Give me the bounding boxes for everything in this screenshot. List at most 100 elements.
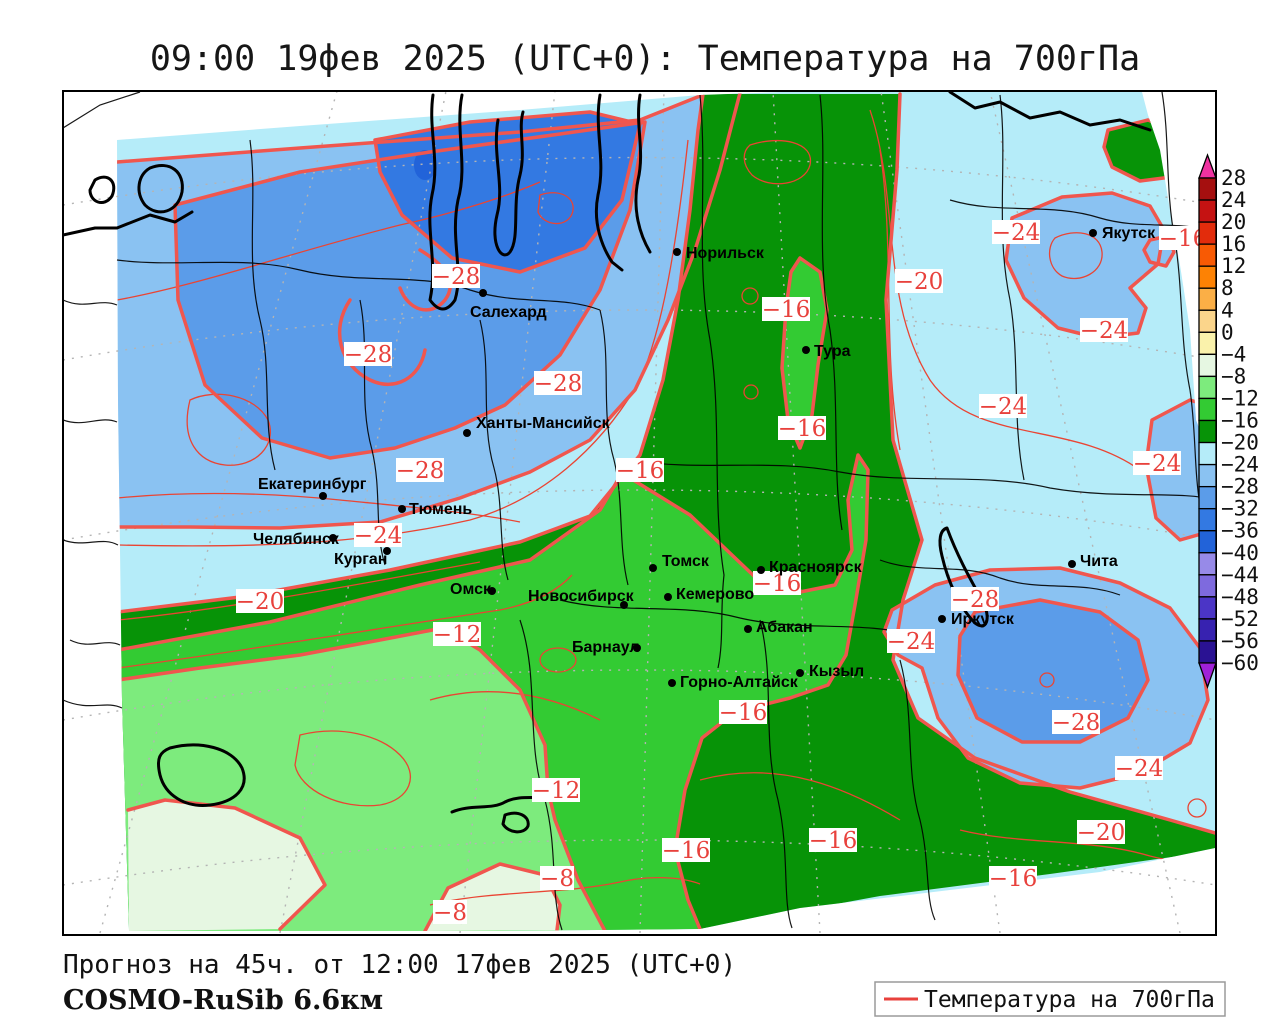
colorbar-tick-label: −20 bbox=[1221, 431, 1259, 455]
city-label: Абакан bbox=[756, 619, 813, 636]
contour-label-value: −24 bbox=[979, 394, 1028, 420]
contour-label-value: −24 bbox=[1115, 756, 1164, 782]
city-marker bbox=[1089, 229, 1097, 237]
colorbar-band bbox=[1198, 331, 1217, 356]
colorbar-tick-label: 12 bbox=[1221, 254, 1246, 278]
colorbar-tick-label: 20 bbox=[1221, 210, 1246, 234]
contour-label-value: −28 bbox=[344, 342, 393, 368]
contour-label-box bbox=[1115, 756, 1163, 780]
city-label: Тура bbox=[814, 343, 851, 360]
ob-estuary bbox=[428, 93, 464, 311]
colorbar-tick-label: 28 bbox=[1221, 166, 1246, 190]
contour-label-box bbox=[236, 589, 284, 613]
lake-zaysan bbox=[501, 811, 530, 834]
contour-label-box bbox=[344, 342, 392, 366]
colorbar-tick-label: −16 bbox=[1221, 409, 1259, 433]
island-1 bbox=[137, 164, 184, 214]
city-label: Кемерово bbox=[676, 586, 754, 603]
contour-label-value: −28 bbox=[951, 587, 1000, 613]
city-marker bbox=[757, 566, 765, 574]
contour-label-box bbox=[1077, 820, 1125, 844]
contour-label-value: −24 bbox=[1080, 318, 1129, 344]
city-marker bbox=[398, 505, 406, 513]
yenisei-gulf-west bbox=[594, 93, 624, 272]
colorbar-tick-label: −44 bbox=[1221, 563, 1259, 587]
colorbar-band bbox=[1198, 441, 1217, 466]
contour-label-value: −28 bbox=[396, 458, 445, 484]
contour-label-value: −16 bbox=[809, 828, 858, 854]
contour-label-value: −16 bbox=[719, 700, 768, 726]
contour-label-box bbox=[1133, 451, 1181, 475]
colorbar-band bbox=[1198, 375, 1217, 400]
graticule bbox=[63, 91, 1216, 934]
city-label: Томск bbox=[662, 553, 710, 570]
contour-label-box bbox=[809, 828, 857, 852]
colorbar-band bbox=[1198, 419, 1217, 444]
colorbar-band bbox=[1198, 574, 1217, 598]
colorbar-band bbox=[1198, 463, 1217, 488]
colorbar-band bbox=[1198, 243, 1217, 267]
colorbar-band bbox=[1198, 397, 1217, 422]
colorbar-tick-label: −60 bbox=[1221, 651, 1259, 675]
contour-label-value: −16 bbox=[662, 838, 711, 864]
city-marker bbox=[673, 248, 681, 256]
city-label: Кызыл bbox=[809, 663, 864, 680]
colorbar-tick-label: −52 bbox=[1221, 607, 1259, 631]
band-yakutsk-blob bbox=[1006, 193, 1164, 338]
colorbar: 2824201612840−4−8−12−16−20−24−28−32−36−4… bbox=[1198, 153, 1259, 689]
contour-labels-layer: −28 −28 −28 −28 −24 −20 −16 −12 −16 −16 −20 −24 −24 −… bbox=[236, 220, 1207, 926]
contour-label-box bbox=[354, 523, 402, 547]
coastlines bbox=[63, 91, 1152, 834]
colorbar-band bbox=[1198, 309, 1217, 333]
contour-label-box bbox=[540, 866, 574, 890]
contour-label-box bbox=[762, 297, 810, 321]
colorbar-arrow-under bbox=[1198, 662, 1217, 689]
contour-label-value: −20 bbox=[1077, 820, 1126, 846]
city-marker bbox=[383, 547, 391, 555]
contour-label-box bbox=[1080, 318, 1128, 342]
contour-label-value: −24 bbox=[887, 629, 936, 655]
city-label: Салехард bbox=[470, 304, 547, 321]
contour-label-box bbox=[396, 458, 444, 482]
colorbar-band bbox=[1198, 596, 1217, 620]
colorbar-tick-label: −24 bbox=[1221, 453, 1259, 477]
legend-frame bbox=[874, 981, 1226, 1017]
contour-label-value: −28 bbox=[432, 264, 481, 290]
colorbar-band bbox=[1198, 353, 1217, 378]
band-pale-green-sw bbox=[128, 800, 325, 931]
forecast-info-line: Прогноз на 45ч. от 12:00 17фев 2025 (UTC… bbox=[63, 950, 736, 980]
contour-label-value: −12 bbox=[433, 622, 482, 648]
colorbar-band bbox=[1198, 530, 1217, 554]
city-marker bbox=[649, 564, 657, 572]
city-label: Омск bbox=[450, 581, 492, 598]
island-2 bbox=[88, 175, 116, 205]
legend-box: Температура на 700гПа bbox=[874, 981, 1226, 1017]
contour-label-box bbox=[887, 629, 935, 653]
colorbar-tick-label: −32 bbox=[1221, 497, 1259, 521]
contour-label-value: −24 bbox=[992, 220, 1041, 246]
city-marker bbox=[744, 625, 752, 633]
colorbar-tick-label: −36 bbox=[1221, 519, 1259, 543]
colorbar-tick-label: 8 bbox=[1221, 276, 1234, 300]
city-marker bbox=[319, 492, 327, 500]
yenisei-gulf-east bbox=[634, 93, 652, 254]
contour-label-value: −24 bbox=[1133, 451, 1182, 477]
city-label: Курган bbox=[334, 551, 387, 568]
colorbar-tick-label: 24 bbox=[1221, 188, 1246, 212]
contour-label-value: −20 bbox=[895, 269, 944, 295]
cities-layer: Норильск Салехард Тура Ханты-Мансийск Екатер… bbox=[253, 225, 1156, 691]
lake-baikal bbox=[938, 526, 989, 628]
city-marker bbox=[620, 601, 628, 609]
city-label: Иркутск bbox=[951, 611, 1015, 628]
colorbar-band bbox=[1198, 265, 1217, 289]
colorbar-band bbox=[1198, 199, 1217, 223]
colorbar-tick-label: −12 bbox=[1221, 386, 1259, 410]
city-marker bbox=[668, 679, 676, 687]
geography-layer bbox=[63, 91, 1216, 931]
contour-label-box bbox=[433, 900, 467, 924]
colorbar-tick-label: −48 bbox=[1221, 585, 1259, 609]
colorbar-band bbox=[1198, 177, 1217, 201]
colorbar-band bbox=[1198, 508, 1217, 532]
contour-label-box bbox=[753, 571, 801, 595]
